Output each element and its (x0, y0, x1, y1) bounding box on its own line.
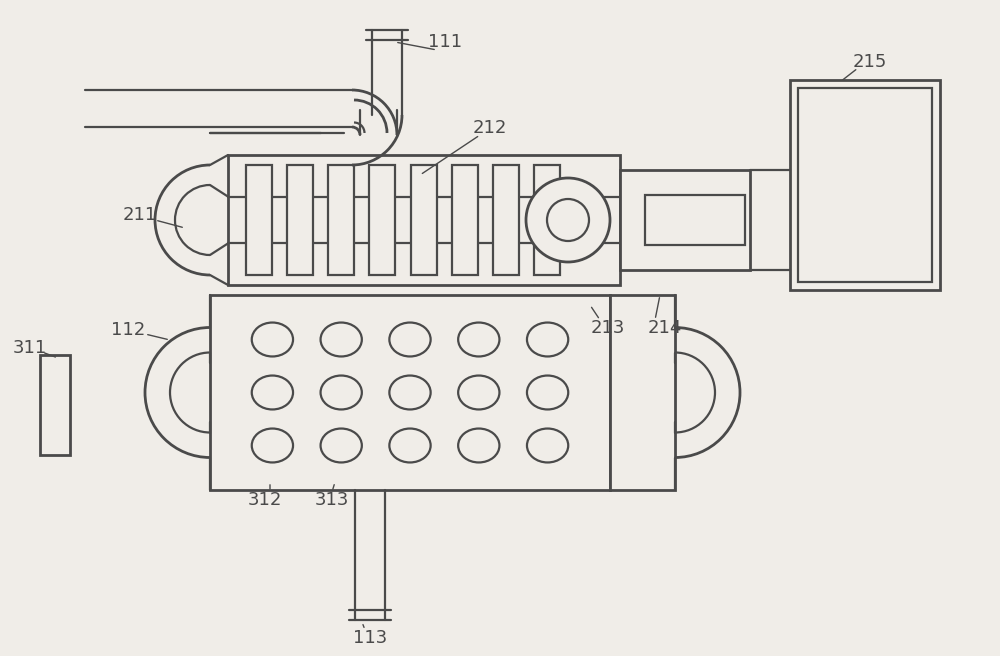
Bar (411, 165, 437, 275)
Text: 111: 111 (428, 33, 462, 51)
Bar (645, 195, 745, 245)
Bar (228, 155, 620, 285)
Bar (246, 165, 272, 275)
Ellipse shape (389, 428, 431, 462)
Text: 213: 213 (591, 319, 625, 337)
Ellipse shape (389, 323, 431, 356)
Bar (493, 165, 519, 275)
Text: 313: 313 (315, 491, 349, 509)
Ellipse shape (252, 428, 293, 462)
Ellipse shape (321, 323, 362, 356)
Text: 312: 312 (248, 491, 282, 509)
Ellipse shape (527, 375, 568, 409)
Ellipse shape (389, 375, 431, 409)
Ellipse shape (252, 323, 293, 356)
Text: 311: 311 (13, 339, 47, 357)
Bar (610, 295, 675, 490)
Ellipse shape (526, 178, 610, 262)
Bar (790, 80, 940, 290)
Bar (534, 165, 560, 275)
Ellipse shape (527, 428, 568, 462)
Ellipse shape (321, 428, 362, 462)
Text: 211: 211 (123, 206, 157, 224)
Ellipse shape (458, 323, 499, 356)
Text: 212: 212 (473, 119, 507, 137)
Ellipse shape (321, 375, 362, 409)
Text: 215: 215 (853, 53, 887, 71)
Ellipse shape (527, 323, 568, 356)
Bar (210, 295, 610, 490)
Bar (40, 355, 70, 455)
Bar (620, 170, 750, 270)
Ellipse shape (547, 199, 589, 241)
Bar (798, 88, 932, 282)
Bar (328, 165, 354, 275)
Ellipse shape (458, 428, 499, 462)
Text: 112: 112 (111, 321, 145, 339)
Text: 113: 113 (353, 629, 387, 647)
Ellipse shape (252, 375, 293, 409)
Bar (452, 165, 478, 275)
Text: 214: 214 (648, 319, 682, 337)
Bar (369, 165, 395, 275)
Ellipse shape (458, 375, 499, 409)
Bar (287, 165, 313, 275)
